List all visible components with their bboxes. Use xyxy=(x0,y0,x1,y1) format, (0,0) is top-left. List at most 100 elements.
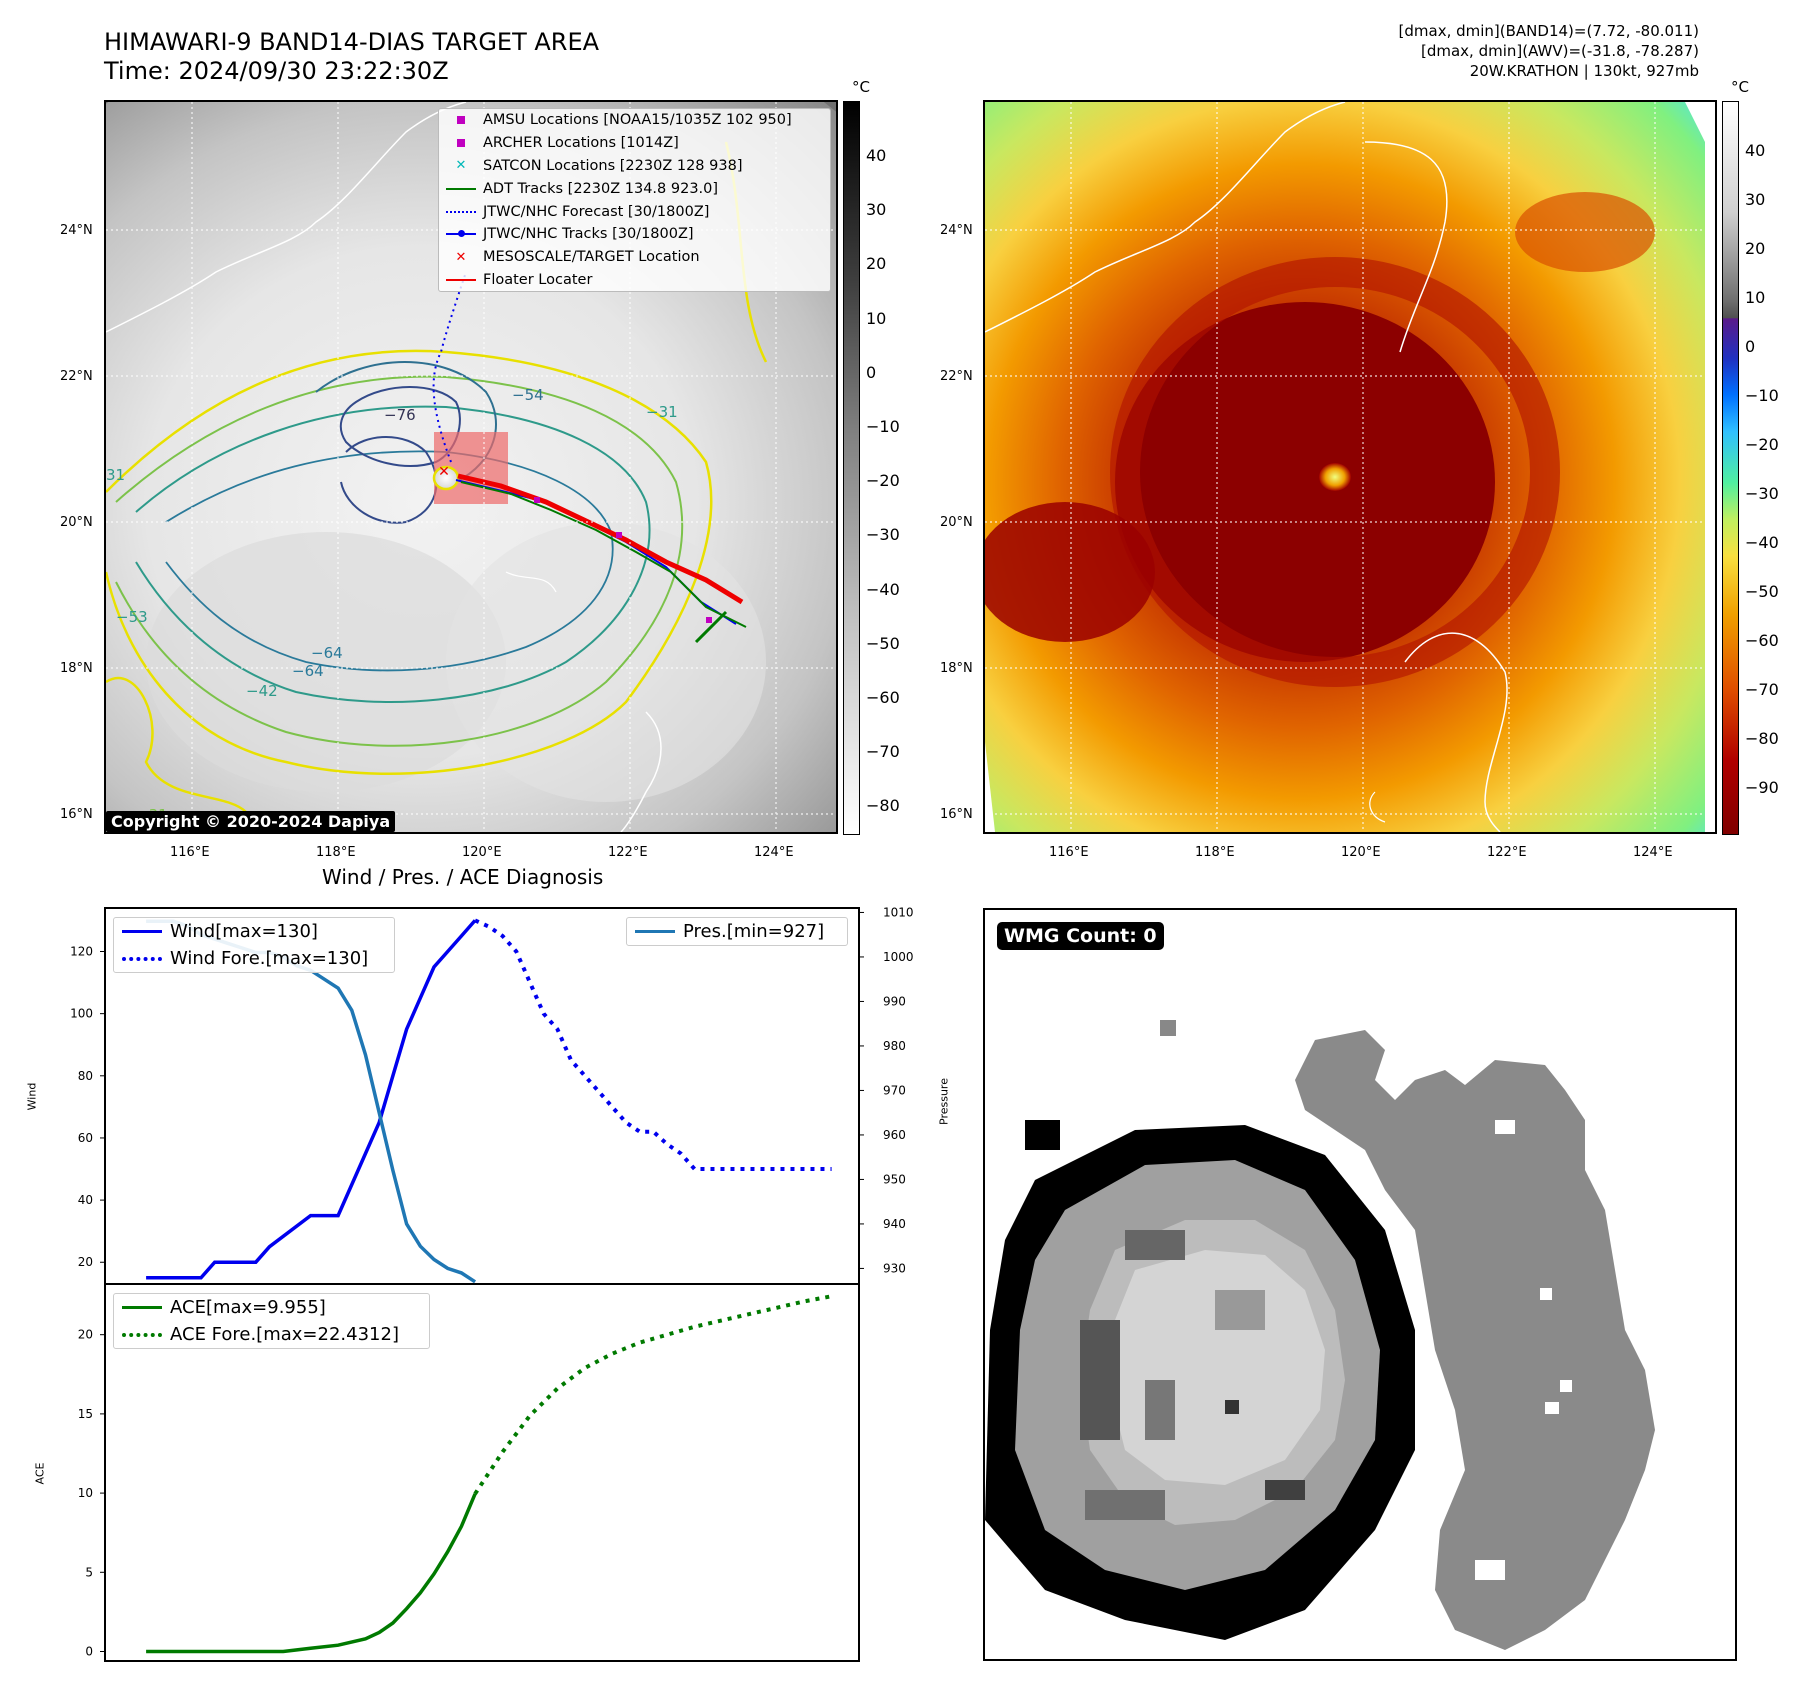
y-tick-label: 15 xyxy=(78,1407,93,1421)
figure-title-line1: HIMAWARI-9 BAND14-DIAS TARGET AREA xyxy=(104,28,600,56)
pressure-legend: Pres.[min=927] xyxy=(626,917,848,946)
contour-label: −42 xyxy=(246,682,278,700)
line-marker-icon xyxy=(439,278,483,281)
y2-tick-label: 1000 xyxy=(883,950,914,964)
enh-colorbar-tick: −50 xyxy=(1745,582,1779,601)
lat-label: 22°N xyxy=(940,369,973,384)
stats-storm: 20W.KRATHON | 130kt, 927mb xyxy=(1469,62,1699,80)
lat-label: 24°N xyxy=(940,223,973,238)
ir-colorbar-tick: −10 xyxy=(866,417,900,436)
y2-tick-label: 930 xyxy=(883,1261,906,1275)
enh-colorbar-tick: 10 xyxy=(1745,288,1766,307)
y-tick-label: 10 xyxy=(78,1486,93,1500)
y-tick-label: 60 xyxy=(78,1131,93,1145)
legend-entry-pressure: Pres.[min=927] xyxy=(627,918,847,945)
figure-title-line2: Time: 2024/09/30 23:22:30Z xyxy=(104,57,449,85)
series-line-1 xyxy=(473,1294,832,1495)
enh-colorbar-tick: −10 xyxy=(1745,386,1779,405)
wind-legend: Wind[max=130] Wind Fore.[max=130] xyxy=(113,917,395,973)
legend-entry-satcon: ✕ SATCON Locations [2230Z 128 938] xyxy=(439,155,830,178)
lat-label: 16°N xyxy=(940,807,973,822)
ir-colorbar-tick: −50 xyxy=(866,633,900,653)
lon-label: 122°E xyxy=(608,845,648,860)
lat-label: 18°N xyxy=(940,661,973,676)
diagnosis-title: Wind / Pres. / ACE Diagnosis xyxy=(322,865,604,889)
enh-colorbar-unit: °C xyxy=(1731,78,1749,96)
lon-label: 118°E xyxy=(316,845,356,860)
enh-colorbar-tick: −20 xyxy=(1745,435,1779,454)
enh-colorbar xyxy=(1722,101,1739,835)
lat-label: 20°N xyxy=(60,515,93,530)
enh-colorbar-tick: 40 xyxy=(1745,141,1766,160)
dotted-line-icon xyxy=(114,956,170,961)
legend-entry-target: ✕ MESOSCALE/TARGET Location xyxy=(439,246,830,269)
lat-label: 24°N xyxy=(60,223,93,238)
lon-label: 122°E xyxy=(1487,845,1527,860)
y-tick-label: 100 xyxy=(70,1007,93,1021)
lon-label: 120°E xyxy=(1341,845,1381,860)
lat-label: 20°N xyxy=(940,515,973,530)
enh-colorbar-tick: 20 xyxy=(1745,239,1766,258)
stats-awv: [dmax, dmin](AWV)=(-31.8, -78.287) xyxy=(1420,42,1699,60)
ace-legend: ACE[max=9.955] ACE Fore.[max=22.4312] xyxy=(113,1293,430,1349)
lat-label: 22°N xyxy=(60,369,93,384)
ir-colorbar-tick: −20 xyxy=(866,471,900,491)
enh-colorbar-tick: 0 xyxy=(1745,337,1756,356)
series-line-2 xyxy=(146,919,477,1284)
square-marker-icon xyxy=(439,139,483,148)
legend-entry-ace-forecast: ACE Fore.[max=22.4312] xyxy=(114,1321,429,1348)
enh-colorbar-tick: −90 xyxy=(1745,778,1779,797)
legend-entry-tracks: JTWC/NHC Tracks [30/1800Z] xyxy=(439,223,830,246)
stats-band14: [dmax, dmin](BAND14)=(7.72, -80.011) xyxy=(1398,22,1699,40)
line-marker-icon xyxy=(439,187,483,190)
y2-tick-label: 990 xyxy=(883,994,906,1008)
ir-colorbar-tick: −60 xyxy=(866,688,900,707)
x-marker-icon: ✕ xyxy=(455,249,467,265)
enhanced-map-panel xyxy=(983,100,1717,834)
series-line-0 xyxy=(146,919,477,1280)
enhanced-map-image xyxy=(985,102,1715,832)
ir-colorbar-tick: −40 xyxy=(866,579,900,599)
dotted-line-icon xyxy=(439,210,483,213)
lon-label: 116°E xyxy=(1049,845,1089,860)
lat-label: 16°N xyxy=(60,807,93,822)
contour-label: −64 xyxy=(292,662,324,680)
legend-entry-wind-forecast: Wind Fore.[max=130] xyxy=(114,945,394,972)
legend-entry-wind: Wind[max=130] xyxy=(114,918,394,945)
x-marker-icon: ✕ xyxy=(455,158,467,174)
lon-label: 124°E xyxy=(754,845,794,860)
lon-label: 120°E xyxy=(462,845,502,860)
dotted-line-icon xyxy=(114,1332,170,1337)
solid-line-icon xyxy=(627,930,683,933)
ir-colorbar-tick: 30 xyxy=(866,200,887,220)
solid-line-icon xyxy=(114,930,170,933)
y2-tick-label: 1010 xyxy=(883,905,914,919)
y2-tick-label: 970 xyxy=(883,1083,906,1097)
ir-colorbar-tick: −70 xyxy=(866,742,900,762)
y-tick-label: 120 xyxy=(70,945,93,959)
enh-colorbar-tick: 30 xyxy=(1745,190,1766,209)
enh-colorbar-tick: −70 xyxy=(1745,680,1779,699)
y-tick-label: 80 xyxy=(78,1069,93,1083)
lat-label: 18°N xyxy=(60,661,93,676)
ir-colorbar-tick: 10 xyxy=(866,308,887,328)
legend-entry-adt: ADT Tracks [2230Z 134.8 923.0] xyxy=(439,177,830,200)
contour-label: 31 xyxy=(106,466,125,484)
legend-entry-forecast: JTWC/NHC Forecast [30/1800Z] xyxy=(439,200,830,223)
contour-label: −54 xyxy=(512,386,544,404)
y-tick-label: 0 xyxy=(85,1644,93,1658)
solid-line-icon xyxy=(114,1306,170,1309)
copyright-badge: Copyright © 2020-2024 Dapiya xyxy=(106,811,396,832)
square-marker-icon xyxy=(439,116,483,125)
enh-colorbar-tick: −80 xyxy=(1745,729,1779,748)
contour-label: −53 xyxy=(116,608,148,626)
map-legend: AMSU Locations [NOAA15/1035Z 102 950] AR… xyxy=(438,108,831,293)
enh-colorbar-tick: −60 xyxy=(1745,631,1779,650)
y2-tick-label: 940 xyxy=(883,1217,906,1231)
y2-tick-label: 950 xyxy=(883,1172,906,1186)
legend-entry-floater: Floater Locater xyxy=(439,269,830,292)
wmg-count-badge: WMG Count: 0 xyxy=(997,922,1164,950)
svg-text:✕: ✕ xyxy=(438,464,450,480)
legend-entry-archer: ARCHER Locations [1014Z] xyxy=(439,132,830,155)
ir-colorbar-tick: 40 xyxy=(866,146,887,165)
